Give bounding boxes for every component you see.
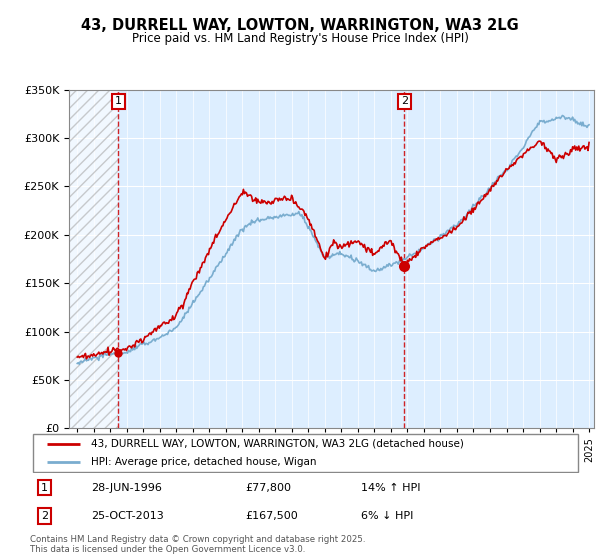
Text: £167,500: £167,500 <box>245 511 298 521</box>
Text: Price paid vs. HM Land Registry's House Price Index (HPI): Price paid vs. HM Land Registry's House … <box>131 32 469 45</box>
Text: 43, DURRELL WAY, LOWTON, WARRINGTON, WA3 2LG (detached house): 43, DURRELL WAY, LOWTON, WARRINGTON, WA3… <box>91 439 464 449</box>
Text: 1: 1 <box>41 483 48 493</box>
Text: Contains HM Land Registry data © Crown copyright and database right 2025.
This d: Contains HM Land Registry data © Crown c… <box>30 535 365 554</box>
Bar <box>69 90 118 428</box>
Text: HPI: Average price, detached house, Wigan: HPI: Average price, detached house, Wiga… <box>91 458 316 467</box>
Text: 28-JUN-1996: 28-JUN-1996 <box>91 483 161 493</box>
Text: 14% ↑ HPI: 14% ↑ HPI <box>361 483 421 493</box>
Text: 2: 2 <box>401 96 408 106</box>
Text: 1: 1 <box>115 96 122 106</box>
FancyBboxPatch shape <box>33 433 578 473</box>
Text: 2: 2 <box>41 511 48 521</box>
Text: 25-OCT-2013: 25-OCT-2013 <box>91 511 163 521</box>
Text: £77,800: £77,800 <box>245 483 291 493</box>
Text: 6% ↓ HPI: 6% ↓ HPI <box>361 511 413 521</box>
Text: 43, DURRELL WAY, LOWTON, WARRINGTON, WA3 2LG: 43, DURRELL WAY, LOWTON, WARRINGTON, WA3… <box>81 18 519 33</box>
